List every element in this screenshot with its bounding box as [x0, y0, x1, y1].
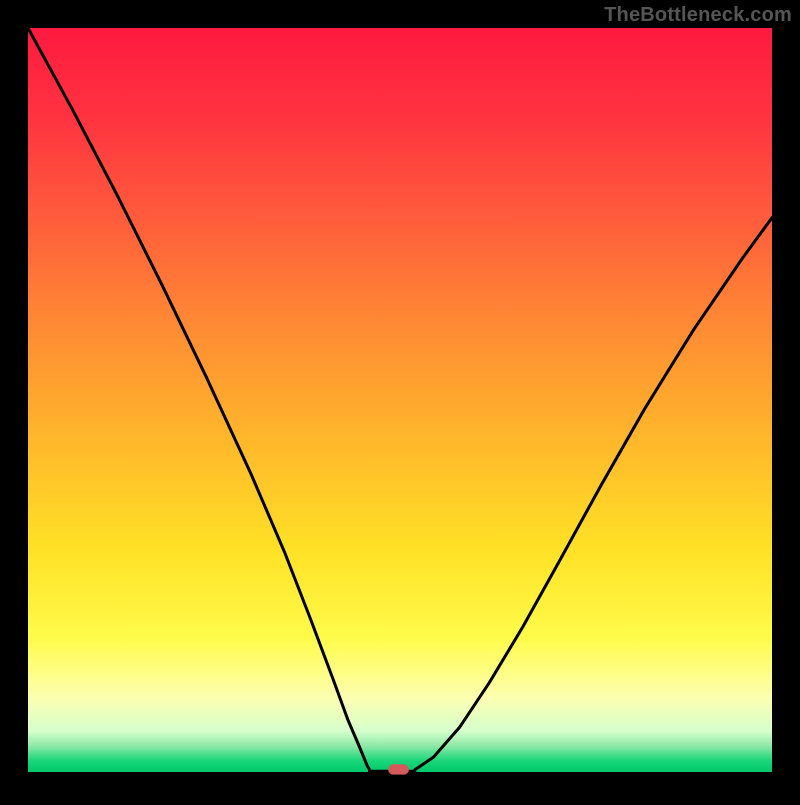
bottleneck-chart — [0, 0, 800, 800]
plot-background — [28, 28, 772, 772]
optimum-marker — [388, 764, 409, 774]
watermark-text: TheBottleneck.com — [604, 4, 792, 27]
chart-stage: TheBottleneck.com — [0, 0, 800, 800]
